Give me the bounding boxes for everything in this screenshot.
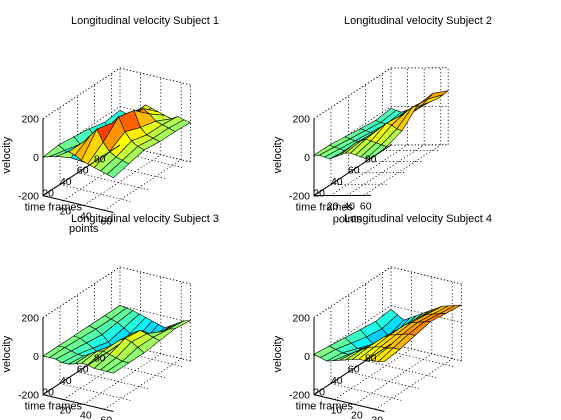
z-tick-label: 0 (304, 152, 310, 164)
y-tick-label: 60 (348, 364, 360, 376)
y-tick-label: 20 (42, 187, 54, 199)
subplot-3: Longitudinal velocity Subject 3 -200 0 200 v… (1, 213, 219, 420)
chart-title: Longitudinal velocity Subject 2 (344, 15, 492, 27)
y-tick-label: 80 (365, 154, 377, 166)
z-tick-label: 0 (33, 351, 39, 363)
surface-patch (106, 160, 130, 179)
y-axis-label: time frames (296, 400, 354, 412)
z-axis-label: velocity (1, 136, 13, 173)
x-tick-label: 20 (60, 405, 72, 417)
axes (313, 118, 392, 197)
surface-patch (377, 347, 401, 363)
z-axis-label: velocity (272, 335, 284, 372)
z-tick-label: -200 (18, 191, 39, 203)
z-tick-label: 200 (21, 114, 39, 126)
y-tick-label: 80 (365, 353, 377, 365)
y-tick-label: 40 (60, 176, 72, 188)
y-tick-label: 60 (348, 165, 360, 177)
y-tick-label: 80 (94, 353, 106, 365)
surface-patch (168, 320, 191, 330)
y-axis-label: time frames (296, 201, 354, 213)
chart-title: Longitudinal velocity Subject 3 (71, 213, 219, 225)
x-tick-label: 20 (60, 206, 72, 218)
z-tick-label: -200 (289, 191, 310, 203)
z-tick-label: -200 (18, 390, 39, 402)
z-tick-label: 200 (292, 313, 310, 325)
y-tick-label: 20 (313, 386, 325, 398)
x-tick-label: 60 (100, 414, 112, 420)
z-axis-label: velocity (272, 136, 284, 173)
z-tick-label: 200 (292, 114, 310, 126)
y-tick-label: 60 (77, 364, 89, 376)
surface (312, 90, 449, 160)
z-axis-label: velocity (1, 335, 13, 372)
surface-patch (365, 144, 388, 160)
z-tick-label: 0 (33, 152, 39, 164)
chart-title: Longitudinal velocity Subject 1 (71, 15, 219, 27)
x-axis-label: points (333, 213, 363, 225)
x-tick-label: 60 (100, 215, 112, 227)
axes (42, 118, 121, 213)
x-tick-label: 40 (80, 210, 92, 222)
y-axis-label: time frames (25, 201, 83, 213)
z-tick-label: 200 (21, 313, 39, 325)
subplot-2: Longitudinal velocity Subject 2 -200 0 200 v… (272, 15, 492, 225)
y-tick-label: 40 (331, 176, 343, 188)
x-tick-label: 20 (351, 409, 363, 420)
x-tick-label: 10 (331, 405, 343, 417)
z-tick-label: -200 (289, 390, 310, 402)
y-tick-label: 20 (313, 187, 325, 199)
x-tick-label: 60 (360, 200, 372, 212)
y-tick-label: 80 (94, 154, 106, 166)
x-tick-label: 30 (371, 414, 383, 420)
y-tick-label: 60 (77, 165, 89, 177)
x-axis-label: points (69, 223, 99, 235)
z-tick-label: 0 (304, 351, 310, 363)
y-tick-label: 20 (42, 386, 54, 398)
axes (42, 317, 121, 412)
surface (313, 304, 462, 363)
x-tick-label: 40 (80, 409, 92, 420)
x-tick-label: 40 (343, 200, 355, 212)
surface (42, 104, 192, 179)
surface-patch (106, 360, 130, 374)
y-tick-label: 40 (60, 375, 72, 387)
subplot-4: Longitudinal velocity Subject 4 -200 0 200 v… (272, 213, 492, 420)
x-tick-label: 20 (327, 201, 339, 213)
surface (42, 305, 191, 374)
y-axis-label: time frames (25, 400, 83, 412)
chart-title: Longitudinal velocity Subject 4 (344, 213, 492, 225)
axes (313, 317, 392, 412)
y-tick-label: 40 (331, 375, 343, 387)
subplot-1: Longitudinal velocity Subject 1 -200 0 200 v… (1, 15, 219, 235)
